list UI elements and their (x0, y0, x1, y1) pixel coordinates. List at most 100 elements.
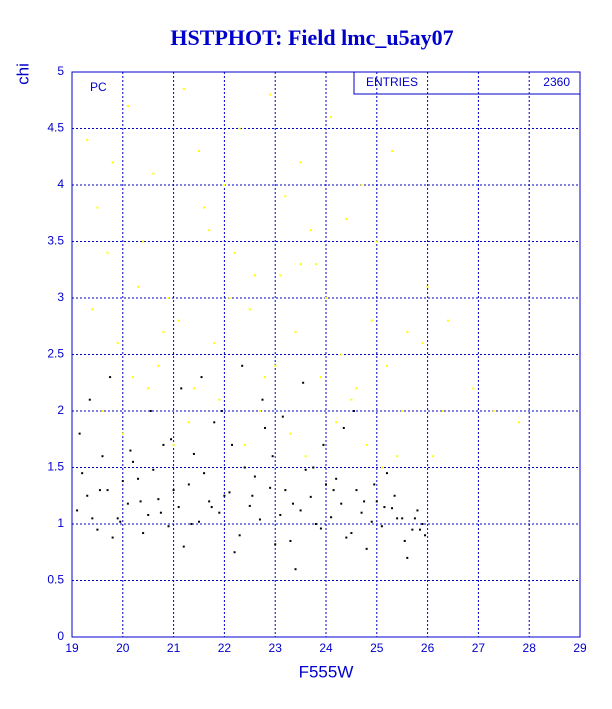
point (187, 483, 190, 486)
point (111, 536, 114, 539)
point (355, 489, 358, 492)
point (325, 297, 327, 299)
point (228, 491, 231, 494)
point (116, 342, 119, 345)
point (284, 195, 287, 198)
point (152, 468, 155, 471)
point (96, 528, 99, 531)
point (81, 472, 84, 475)
point (198, 150, 200, 153)
point (106, 251, 109, 254)
point (340, 353, 343, 356)
point (418, 528, 421, 531)
y-tick-label: 4 (57, 177, 64, 191)
y-tick-label: 0.5 (47, 573, 64, 587)
point (147, 513, 150, 516)
point (253, 475, 256, 478)
point (299, 161, 302, 164)
point (393, 494, 396, 497)
point (264, 426, 267, 429)
x-tick-label: 22 (218, 641, 232, 655)
point (360, 184, 363, 186)
point (406, 330, 409, 333)
point (319, 527, 322, 530)
y-tick-label: 3.5 (47, 234, 64, 248)
point (363, 500, 366, 503)
point (299, 263, 302, 266)
point (416, 509, 419, 512)
point (223, 494, 226, 497)
point (446, 319, 449, 322)
point (335, 477, 338, 480)
point (139, 500, 142, 503)
point (223, 184, 226, 186)
x-axis-label: F555W (299, 662, 354, 681)
point (182, 87, 185, 90)
point (180, 387, 183, 390)
point (279, 274, 282, 277)
x-tick-label: 25 (370, 641, 384, 655)
point (157, 498, 160, 501)
point (330, 116, 333, 119)
point (213, 342, 216, 345)
point (177, 319, 180, 322)
point (314, 263, 317, 266)
point (162, 443, 165, 446)
point (271, 455, 274, 458)
point (142, 240, 145, 243)
point (116, 517, 119, 520)
point (518, 421, 521, 424)
point (360, 511, 363, 514)
point (220, 410, 223, 412)
point (243, 443, 246, 446)
point (172, 489, 175, 492)
point (200, 376, 203, 379)
point (370, 520, 373, 523)
y-tick-label: 2 (57, 403, 64, 417)
y-axis-label: chi (13, 63, 32, 85)
point (391, 150, 394, 153)
x-tick-label: 20 (116, 641, 130, 655)
point (383, 506, 386, 509)
point (241, 364, 244, 367)
point (137, 477, 140, 480)
point (472, 387, 475, 390)
point (350, 398, 353, 401)
point (231, 443, 234, 446)
point (281, 415, 284, 418)
point (187, 421, 190, 424)
point (121, 480, 124, 483)
point (106, 489, 109, 492)
point (218, 398, 221, 401)
y-tick-label: 5 (57, 64, 64, 78)
point (373, 483, 376, 486)
point (98, 489, 101, 492)
point (299, 509, 302, 512)
point (269, 93, 272, 96)
point (370, 319, 373, 322)
x-tick-label: 24 (319, 641, 333, 655)
point (289, 432, 292, 435)
point (243, 466, 246, 469)
point (203, 472, 206, 475)
point (162, 330, 165, 333)
point (332, 489, 335, 492)
point (78, 432, 81, 435)
point (274, 364, 277, 367)
point (111, 161, 114, 164)
point (210, 506, 213, 509)
point (109, 376, 112, 379)
point (76, 509, 79, 512)
y-tick-label: 4.5 (47, 121, 64, 135)
point (170, 438, 173, 441)
point (330, 516, 333, 519)
point (203, 206, 206, 209)
point (424, 534, 427, 537)
point (192, 452, 195, 455)
point (149, 410, 152, 412)
point (403, 539, 406, 542)
y-tick-label: 1.5 (47, 460, 64, 474)
point (167, 525, 170, 528)
point (157, 364, 160, 367)
point (233, 551, 236, 554)
